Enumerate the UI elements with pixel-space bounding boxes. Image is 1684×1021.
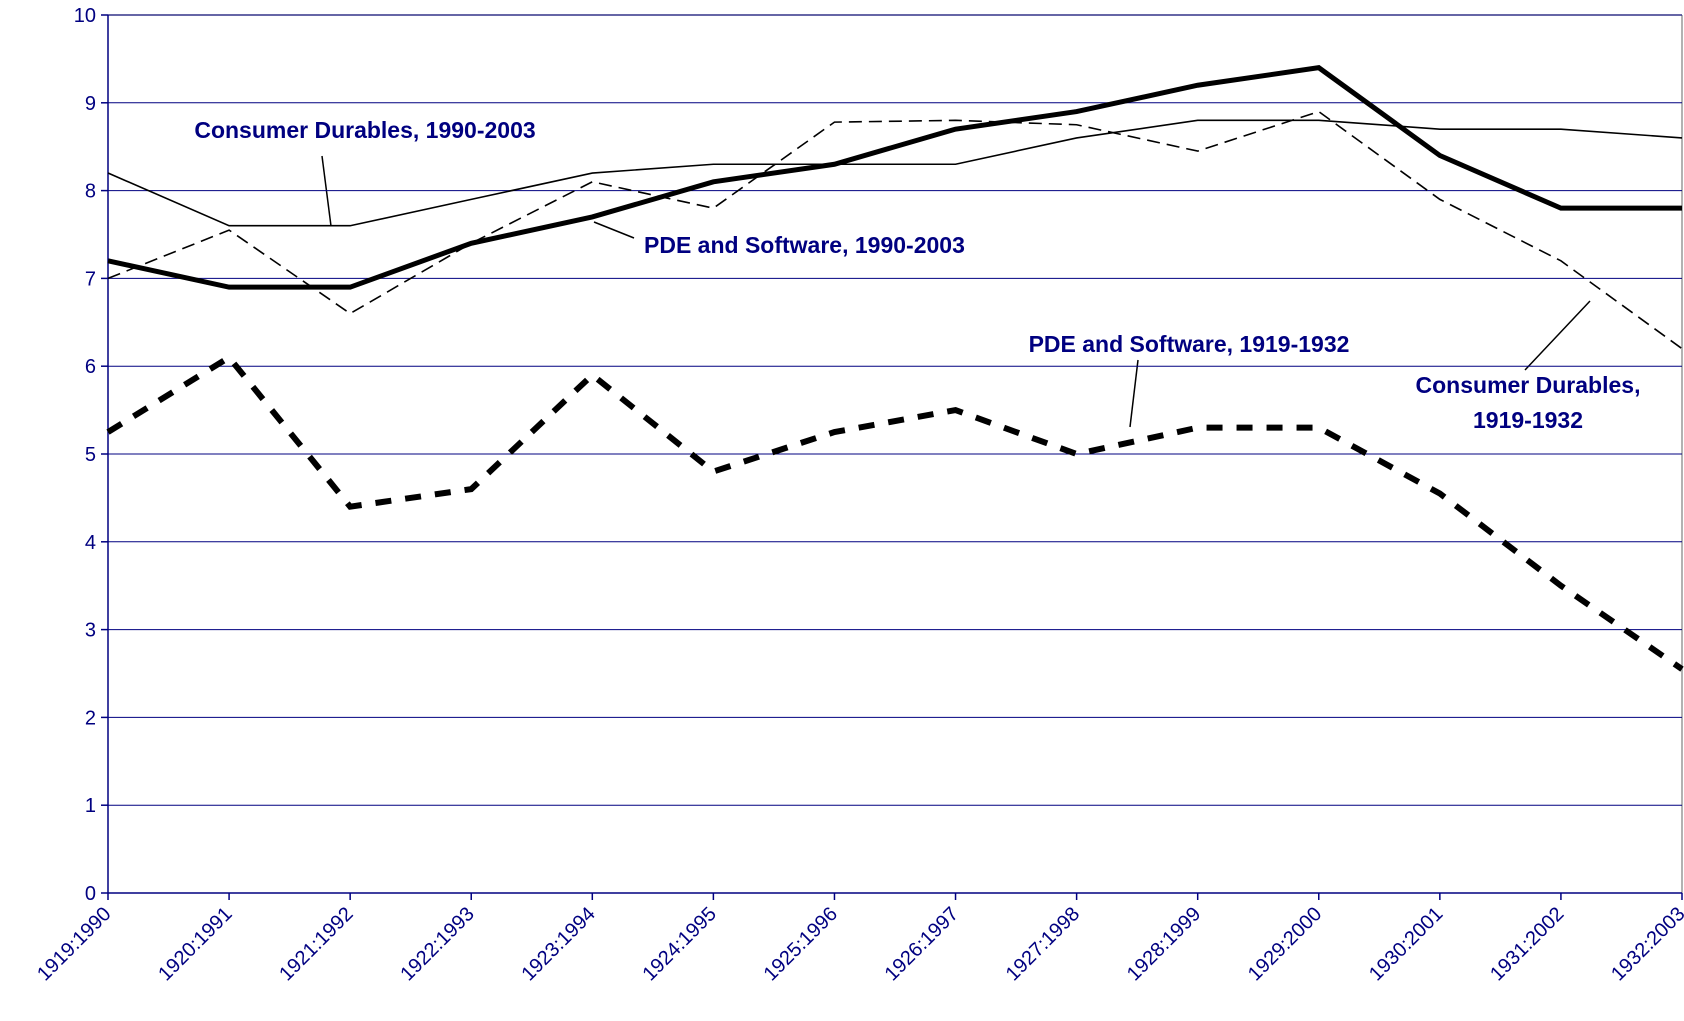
x-tick-label: 1930:2001	[1365, 903, 1447, 985]
x-tick-label: 1931:2002	[1486, 903, 1568, 985]
y-tick-label: 7	[85, 268, 96, 290]
leader-line	[593, 221, 635, 239]
y-tick-label: 10	[74, 5, 96, 27]
x-tick-label: 1929:2000	[1244, 903, 1326, 985]
x-tick-label: 1925:1996	[760, 903, 842, 985]
x-tick-label: 1921:1992	[275, 903, 357, 985]
series-line	[106, 353, 1684, 672]
x-tick-label: 1932:2003	[1607, 903, 1684, 985]
x-tick-label: 1919:1990	[33, 903, 115, 985]
series-line	[107, 65, 1682, 290]
leader-line	[1524, 300, 1591, 371]
leader-line	[1129, 359, 1139, 428]
annotation: PDE and Software, 1919-1932	[1028, 331, 1350, 357]
y-tick-label: 6	[85, 356, 96, 378]
y-tick-label: 4	[85, 532, 96, 554]
x-tick-label: 1928:1999	[1123, 903, 1205, 985]
y-tick-label: 2	[85, 707, 96, 729]
y-tick-label: 1	[85, 795, 96, 817]
annotation: Consumer Durables, 1990-2003	[194, 117, 536, 143]
series-line	[107, 110, 1683, 350]
x-tick-label: 1927:1998	[1002, 903, 1084, 985]
x-tick-label: 1922:1993	[396, 903, 478, 985]
x-tick-label: 1923:1994	[517, 903, 599, 985]
x-tick-label: 1924:1995	[639, 903, 721, 985]
y-tick-label: 5	[85, 444, 96, 466]
x-tick-label: 1920:1991	[154, 903, 236, 985]
y-tick-label: 3	[85, 620, 96, 642]
y-tick-label: 0	[85, 883, 96, 905]
x-tick-label: 1926:1997	[881, 903, 963, 985]
annotation: Consumer Durables, 1919-1932	[1415, 372, 1641, 433]
series-line	[107, 119, 1683, 227]
annotation: PDE and Software, 1990-2003	[644, 232, 965, 258]
y-tick-label: 9	[85, 93, 96, 115]
y-tick-label: 8	[85, 181, 96, 203]
